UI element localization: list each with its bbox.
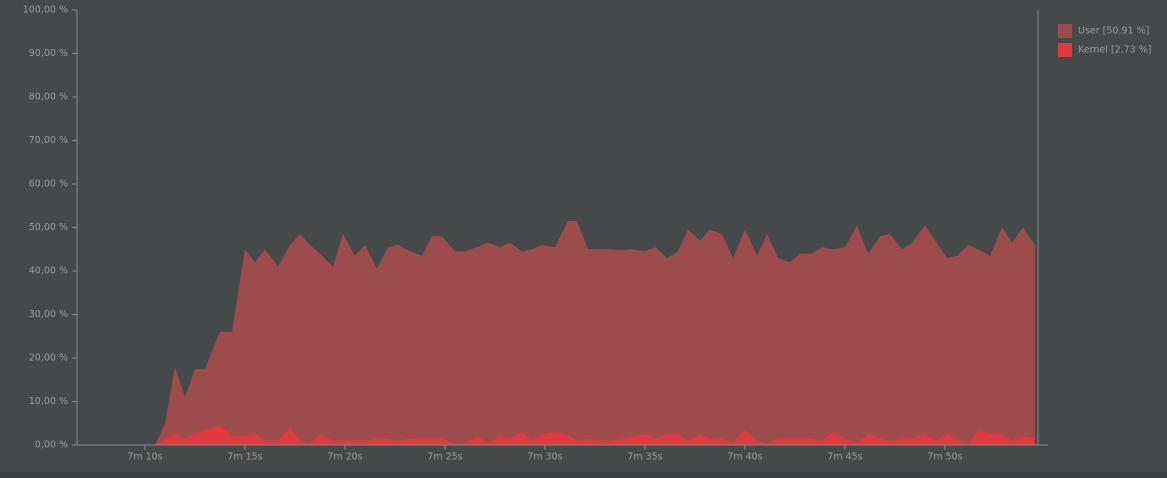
legend-label: Kernel [2,73 %] xyxy=(1078,45,1151,56)
y-tick-label: 0,00 % xyxy=(35,440,68,451)
x-tick-label: 7m 20s xyxy=(327,452,362,463)
x-tick-label: 7m 15s xyxy=(227,452,262,463)
x-tick-label: 7m 10s xyxy=(127,452,162,463)
y-tick-label: 40,00 % xyxy=(29,266,68,277)
legend-swatch xyxy=(1058,24,1072,38)
x-tick-label: 7m 50s xyxy=(927,452,962,463)
y-tick-label: 30,00 % xyxy=(29,309,68,320)
y-tick-label: 60,00 % xyxy=(29,179,68,190)
y-tick-label: 70,00 % xyxy=(29,135,68,146)
y-tick-label: 20,00 % xyxy=(29,353,68,364)
x-tick-label: 7m 40s xyxy=(727,452,762,463)
status-strip xyxy=(0,472,1167,478)
y-tick-label: 90,00 % xyxy=(29,48,68,59)
x-tick-label: 7m 35s xyxy=(627,452,662,463)
area xyxy=(145,220,1035,445)
area xyxy=(145,425,1035,445)
y-tick-label: 80,00 % xyxy=(29,92,68,103)
x-tick-label: 7m 25s xyxy=(427,452,462,463)
y-tick-label: 50,00 % xyxy=(29,222,68,233)
legend-label: User [50,91 %] xyxy=(1078,26,1149,37)
y-tick-label: 10,00 % xyxy=(29,396,68,407)
y-tick-label: 100,00 % xyxy=(23,5,68,16)
x-tick-label: 7m 45s xyxy=(827,452,862,463)
legend-swatch xyxy=(1058,43,1072,57)
x-tick-label: 7m 30s xyxy=(527,452,562,463)
